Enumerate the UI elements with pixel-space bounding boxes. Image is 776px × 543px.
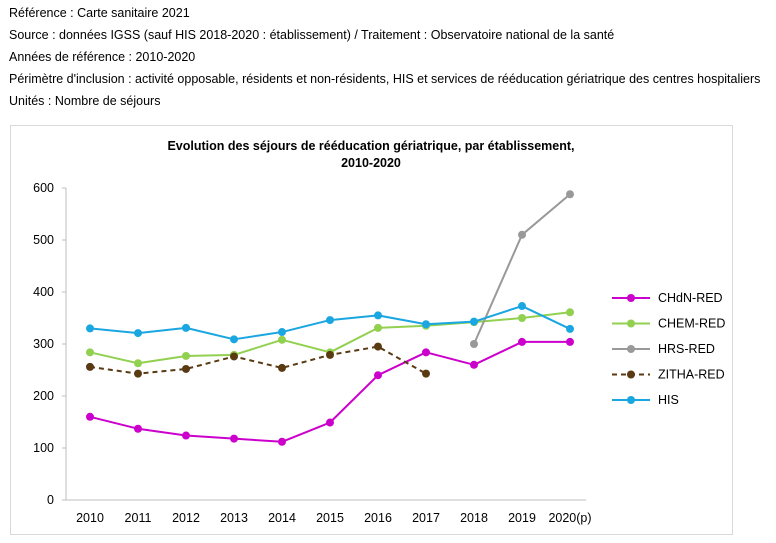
x-tick-label: 2012: [172, 511, 200, 525]
series-line: [89, 345, 427, 375]
data-point: [566, 324, 574, 333]
y-tick-label: 0: [47, 493, 54, 507]
data-point: [470, 360, 478, 369]
data-point: [278, 437, 286, 446]
data-point: [86, 362, 94, 371]
reference-years-line: Années de référence : 2010-2020: [9, 50, 196, 64]
x-axis-ticks: 2010 2011 2012 2013 2014 2015 2016 2017 2018 2019…: [76, 511, 591, 525]
data-point: [278, 335, 286, 344]
data-point: [230, 335, 238, 344]
data-point: [566, 190, 574, 199]
y-tick-label: 500: [33, 233, 54, 247]
legend-item-chem-red: CHEM-RED: [612, 317, 725, 331]
x-tick-label: 2020(p): [548, 511, 591, 525]
legend: CHdN-RED CHEM-RED HRS-RED ZITHA-RED HIS: [612, 291, 725, 407]
chart-frame: [10, 125, 733, 535]
y-tick-label: 600: [33, 181, 54, 195]
data-point: [374, 342, 382, 351]
y-axis-ticks: 0 100 200 300 400 500 600: [33, 181, 66, 507]
y-tick-label: 200: [33, 389, 54, 403]
legend-swatch-marker: [627, 319, 635, 328]
data-point: [518, 302, 526, 311]
legend-label: HRS-RED: [658, 342, 715, 356]
legend-item-his: HIS: [612, 393, 679, 407]
data-point: [374, 371, 382, 380]
data-point: [182, 364, 190, 373]
legend-label: HIS: [658, 393, 679, 407]
legend-item-zitha-red: ZITHA-RED: [612, 368, 725, 382]
series-chdn-red: [86, 337, 574, 446]
x-tick-label: 2010: [76, 511, 104, 525]
legend-swatch-marker: [627, 370, 635, 379]
data-point: [230, 352, 238, 361]
data-point: [422, 320, 430, 329]
series-layer: [86, 190, 574, 446]
data-point: [326, 350, 334, 359]
data-point: [374, 323, 382, 332]
legend-item-hrs-red: HRS-RED: [612, 342, 715, 356]
units-line: Unités : Nombre de séjours: [9, 94, 161, 108]
x-tick-label: 2018: [460, 511, 488, 525]
data-point: [518, 230, 526, 239]
data-point: [182, 323, 190, 332]
data-point: [566, 308, 574, 317]
legend-swatch-marker: [627, 294, 635, 302]
x-tick-label: 2011: [125, 511, 152, 525]
legend-swatch-marker: [627, 396, 635, 404]
y-tick-label: 400: [33, 285, 54, 299]
data-point: [278, 328, 286, 337]
data-point: [134, 369, 142, 378]
y-tick-label: 100: [33, 441, 54, 455]
chart-title-line-1: Evolution des séjours de rééducation gér…: [167, 139, 574, 153]
data-point: [326, 418, 334, 427]
report-metadata: Référence : Carte sanitaire 2021 Source …: [9, 2, 760, 112]
x-tick-label: 2016: [364, 511, 392, 525]
data-point: [230, 434, 238, 443]
data-point: [422, 369, 430, 378]
data-point: [86, 348, 94, 357]
legend-swatch-marker: [627, 345, 635, 353]
legend-label: CHdN-RED: [658, 291, 723, 305]
legend-item-chdn-red: CHdN-RED: [612, 291, 723, 305]
data-point: [374, 311, 382, 320]
data-point: [326, 316, 334, 325]
data-point: [86, 412, 94, 421]
data-point: [470, 340, 478, 348]
data-point: [134, 329, 142, 338]
data-point: [470, 317, 478, 326]
legend-label: CHEM-RED: [658, 317, 725, 331]
x-tick-label: 2014: [268, 511, 296, 525]
data-point: [134, 424, 142, 433]
series-hrs-red: [470, 190, 574, 348]
chart-title-line-2: 2010-2020: [341, 156, 401, 170]
series-his: [86, 302, 574, 344]
data-point: [134, 359, 142, 368]
x-tick-label: 2015: [316, 511, 344, 525]
y-tick-label: 300: [33, 337, 54, 351]
source-line: Source : données IGSS (sauf HIS 2018-202…: [9, 28, 615, 42]
data-point: [518, 314, 526, 322]
reference-line: Référence : Carte sanitaire 2021: [9, 6, 190, 20]
data-point: [86, 324, 94, 333]
data-point: [566, 337, 574, 346]
x-tick-label: 2019: [508, 511, 536, 525]
data-point: [422, 348, 430, 357]
data-point: [182, 431, 190, 440]
x-tick-label: 2017: [412, 511, 440, 525]
x-tick-label: 2013: [220, 511, 248, 525]
data-point: [182, 351, 190, 360]
inclusion-scope-line: Périmètre d'inclusion : activité opposab…: [9, 72, 761, 86]
legend-label: ZITHA-RED: [658, 368, 725, 382]
data-point: [278, 363, 286, 372]
data-point: [518, 337, 526, 346]
series-zitha-red: [86, 342, 430, 378]
